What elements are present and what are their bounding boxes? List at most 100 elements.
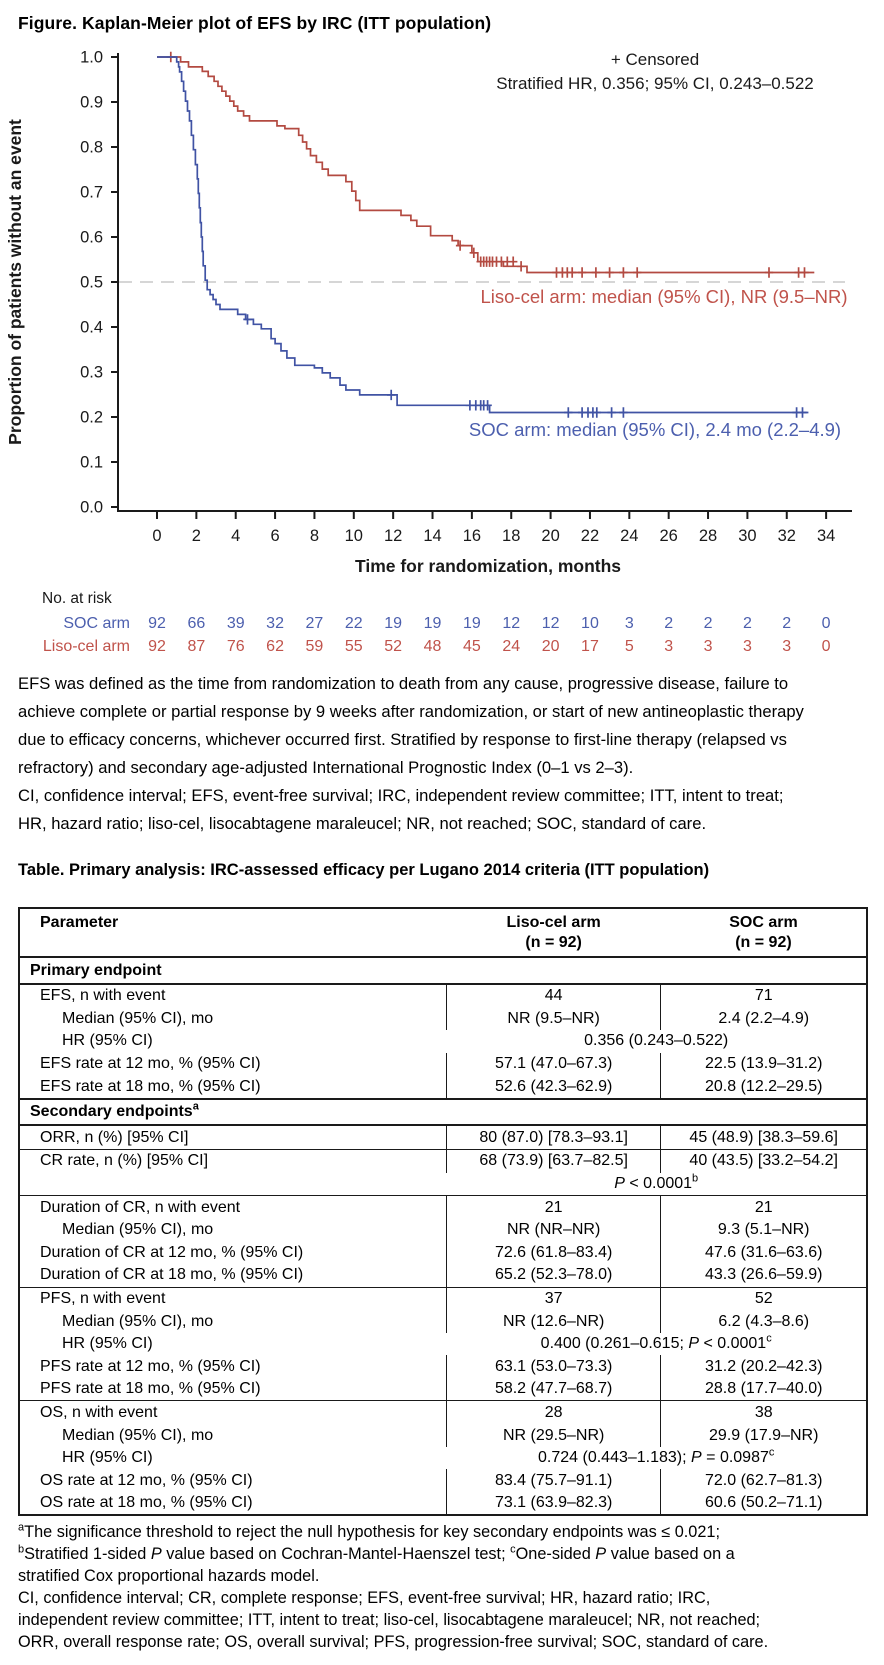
kaplan-meier-plot: 0.00.10.20.30.40.50.60.70.80.91.00 2 4 6 8 10… — [5, 49, 852, 655]
at-risk-value: 3 — [704, 638, 713, 655]
at-risk-value: 66 — [187, 615, 205, 632]
row-label: EFS rate at 12 mo, % (95% CI) — [40, 1055, 261, 1073]
row-value: 80 (87.0) [78.3–93.1] — [445, 1125, 661, 1150]
at-risk-value: 19 — [463, 615, 481, 632]
table-row: P < 0.0001b — [19, 1173, 867, 1196]
at-risk-heading: No. at risk — [42, 590, 112, 607]
footnote-line: EFS was defined as the time from randomi… — [18, 674, 789, 693]
column-header-liso-cel: Liso-cel arm (n = 92) — [446, 908, 661, 959]
row-label: OS rate at 18 mo, % (95% CI) — [40, 1494, 253, 1512]
y-tick-label: 0.0 — [80, 499, 103, 517]
x-tick-label: 34 — [817, 527, 835, 545]
x-tick-label: 6 — [270, 527, 279, 545]
x-tick-label: 2 — [192, 527, 201, 545]
table-row: Duration of CR at 18 mo, % (95% CI) 65.2 … — [19, 1263, 867, 1287]
x-axis-title: Time for randomization, months — [355, 556, 621, 576]
section-label: Primary endpoint — [19, 956, 867, 985]
footnote-line: CI, confidence interval; EFS, event-free… — [18, 786, 784, 805]
row-value: 40 (43.5) [33.2–54.2] — [660, 1148, 867, 1173]
at-risk-value: 59 — [306, 638, 324, 655]
row-value: 47.6 (31.6–63.6) — [660, 1241, 867, 1264]
figure-footnote: EFS was defined as the time from randomi… — [18, 670, 868, 838]
row-value: 29.9 (17.9–NR) — [660, 1424, 867, 1447]
row-label: Duration of CR at 18 mo, % (95% CI) — [40, 1266, 304, 1284]
x-tick-label: 28 — [699, 527, 717, 545]
table-row: Median (95% CI), mo NR (12.6–NR) 6.2 (4.3–… — [19, 1310, 867, 1333]
row-label: OS rate at 12 mo, % (95% CI) — [40, 1471, 253, 1489]
footnote-line: bStratified 1-sided P value based on Coc… — [18, 1544, 735, 1564]
table-row: EFS rate at 12 mo, % (95% CI) 57.1 (47.0–… — [19, 1052, 867, 1076]
row-value: 2.4 (2.2–4.9) — [660, 1007, 867, 1030]
at-risk-value: 19 — [424, 615, 442, 632]
at-risk-value: 3 — [782, 638, 791, 655]
table-row: HR (95% CI) 0.400 (0.261–0.615; P < 0.000… — [19, 1333, 867, 1356]
row-value: NR (29.5–NR) — [445, 1424, 661, 1447]
x-tick-label: 16 — [463, 527, 481, 545]
table-row: Duration of CR at 12 mo, % (95% CI) 72.6 … — [19, 1241, 867, 1264]
column-header-soc-line1: SOC arm — [729, 914, 798, 931]
y-tick-label: 0.8 — [80, 139, 103, 157]
row-value: 43.3 (26.6–59.9) — [660, 1263, 867, 1287]
at-risk-value: 45 — [463, 638, 481, 655]
liso-cel-median-annotation: Liso-cel arm: median (95% CI), NR (9.5–N… — [480, 286, 847, 307]
legend-stratified-hr: Stratified HR, 0.356; 95% CI, 0.243–0.52… — [496, 74, 814, 93]
x-tick-label: 10 — [345, 527, 363, 545]
row-label: EFS, n with event — [40, 987, 166, 1005]
x-tick-label: 22 — [581, 527, 599, 545]
at-risk-value: 87 — [187, 638, 205, 655]
at-risk-row-label-soc: SOC arm — [63, 615, 130, 632]
at-risk-value: 3 — [625, 615, 634, 632]
row-value: 60.6 (50.2–71.1) — [660, 1491, 867, 1516]
at-risk-value: 22 — [345, 615, 363, 632]
table-row: CR rate, n (%) [95% CI] 68 (73.9) [63.7–8… — [19, 1148, 867, 1173]
row-value: 68 (73.9) [63.7–82.5] — [445, 1148, 661, 1173]
at-risk-value: 24 — [502, 638, 520, 655]
row-value: 57.1 (47.0–67.3) — [445, 1052, 661, 1076]
row-value: 28 — [445, 1400, 661, 1425]
y-tick-label: 0.9 — [80, 94, 103, 112]
row-value: 52 — [660, 1286, 867, 1311]
at-risk-value: 0 — [822, 615, 831, 632]
at-risk-value: 20 — [542, 638, 560, 655]
table-row: OS, n with event 28 38 — [19, 1400, 867, 1425]
at-risk-value: 52 — [384, 638, 402, 655]
at-risk-value: 39 — [227, 615, 245, 632]
row-label: ORR, n (%) [95% CI] — [40, 1128, 189, 1146]
table-row: OS rate at 12 mo, % (95% CI) 83.4 (75.7–9… — [19, 1469, 867, 1492]
at-risk-value: 2 — [743, 615, 752, 632]
x-tick-label: 12 — [384, 527, 402, 545]
row-value: 71 — [660, 983, 867, 1008]
row-value: 72.0 (62.7–81.3) — [660, 1469, 867, 1492]
table-row: PFS rate at 12 mo, % (95% CI) 63.1 (53.0–… — [19, 1355, 867, 1378]
row-value: 73.1 (63.9–82.3) — [445, 1491, 661, 1516]
row-label: Median (95% CI), mo — [62, 1221, 214, 1239]
row-value: 31.2 (20.2–42.3) — [660, 1355, 867, 1378]
row-label: OS, n with event — [19, 1400, 447, 1425]
soc-censor-marks — [243, 314, 807, 418]
figure-title: Figure. Kaplan-Meier plot of EFS by IRC … — [18, 13, 492, 33]
column-header-liso-cel-line2: (n = 92) — [525, 933, 582, 951]
at-risk-value: 2 — [704, 615, 713, 632]
at-risk-row-label-liso-cel: Liso-cel arm — [43, 638, 130, 655]
table-header-row: Parameter Liso-cel arm (n = 92) SOC arm … — [19, 908, 867, 959]
at-risk-value: 27 — [306, 615, 324, 632]
row-label: HR (95% CI) — [62, 1032, 153, 1050]
row-label: Median (95% CI), mo — [62, 1312, 214, 1330]
y-tick-label: 0.7 — [80, 184, 103, 202]
table-row: PFS, n with event 37 52 — [19, 1286, 867, 1311]
row-value: 63.1 (53.0–73.3) — [445, 1355, 661, 1378]
table-row: Median (95% CI), mo NR (NR–NR) 9.3 (5.1–NR… — [19, 1218, 867, 1242]
footnote-line: HR, hazard ratio; liso-cel, lisocabtagen… — [18, 814, 707, 833]
column-header-parameter: Parameter — [19, 908, 447, 959]
table-footnote: aThe significance threshold to reject th… — [18, 1521, 870, 1653]
at-risk-value: 62 — [266, 638, 284, 655]
row-label: Duration of CR at 12 mo, % (95% CI) — [40, 1243, 304, 1261]
row-label: HR (95% CI) — [62, 1449, 153, 1467]
row-value: 44 — [445, 983, 661, 1008]
row-value: NR (12.6–NR) — [445, 1310, 661, 1333]
y-tick-label: 0.3 — [80, 364, 103, 382]
at-risk-value: 3 — [664, 638, 673, 655]
y-tick-label: 0.1 — [80, 454, 103, 472]
y-tick-label: 0.2 — [80, 409, 103, 427]
y-tick-label: 1.0 — [80, 49, 103, 67]
